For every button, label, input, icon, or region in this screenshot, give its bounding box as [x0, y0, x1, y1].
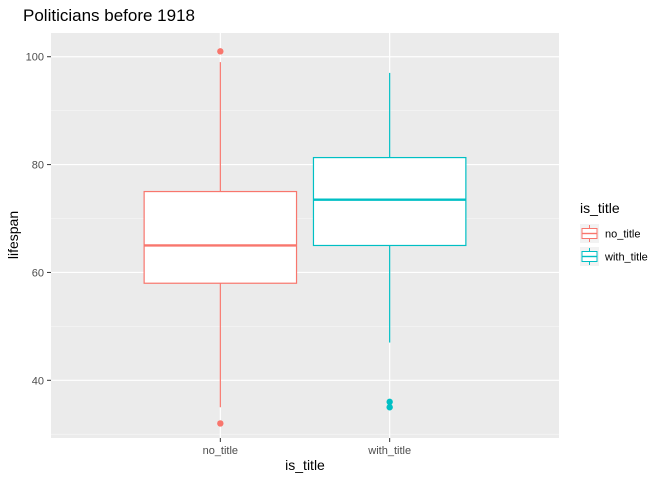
y-tick-label: 80 [32, 160, 44, 172]
legend-entry-no_title: no_title [580, 224, 640, 243]
box-no_title [143, 48, 298, 427]
x-axis-title: is_title [285, 457, 325, 473]
boxes-layer [143, 48, 467, 427]
legend-entry-with_title: with_title [580, 247, 648, 266]
legend: is_title no_title with_title [580, 200, 648, 266]
outlier-point [217, 48, 224, 55]
box-iqr [143, 190, 298, 284]
outlier-point [217, 420, 224, 427]
y-tick-label: 100 [26, 52, 44, 64]
y-tick-label: 60 [32, 267, 44, 279]
grid-minor [51, 110, 559, 435]
chart-title: Politicians before 1918 [23, 6, 195, 25]
y-axis-ticks: 40 60 80 100 [26, 52, 51, 387]
legend-label: with_title [604, 252, 648, 264]
legend-title: is_title [580, 200, 620, 216]
box-iqr [312, 156, 467, 247]
box-with_title [312, 72, 467, 411]
plot-panel [51, 33, 559, 438]
x-axis-ticks: no_title with_title [203, 438, 411, 457]
x-tick-label: with_title [367, 445, 411, 457]
y-axis-title: lifespan [5, 211, 21, 259]
outlier-point [386, 398, 393, 406]
x-tick-label: no_title [203, 445, 238, 457]
legend-keys: no_title with_title [580, 224, 648, 266]
outlier-point [386, 404, 393, 411]
y-tick-label: 40 [32, 375, 44, 387]
legend-label: no_title [605, 229, 640, 241]
